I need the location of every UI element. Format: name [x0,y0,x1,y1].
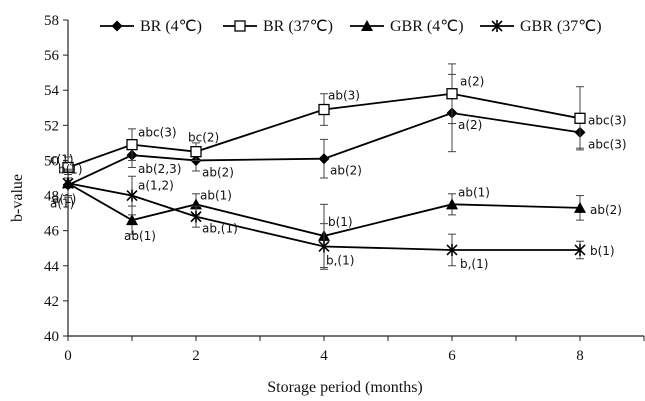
x-tick-label: 4 [320,348,328,364]
data-label: abc(3) [588,113,627,127]
data-label: ab(2,3) [138,162,181,176]
legend-marker [234,20,246,32]
data-label: c(1) [50,152,74,166]
data-point [62,177,74,190]
data-point [190,146,202,158]
legend-item-3: GBR (37℃) [480,18,602,35]
data-label: b(1) [590,244,615,258]
x-tick-label: 2 [192,348,200,364]
series-line [67,92,581,169]
data-label: abc(3) [138,126,177,140]
legend-item-0: BR (4℃) [100,18,202,35]
data-label: a(1,2) [138,179,174,193]
data-point [126,189,138,202]
data-point [574,243,586,256]
data-label: ab(3) [328,89,360,103]
series-3: b(1) a(1,2) ab,(1) b,(1) b,(1) b(1) [58,162,615,271]
y-tick-label: 44 [44,259,60,275]
data-label: ab(1) [200,188,232,202]
data-point [126,214,138,226]
y-tick-label: 46 [44,224,60,240]
legend-label: GBR (37℃) [520,18,602,35]
series-1: c(1) abc(3) bc(2) ab(3) a(2) abc(3) [50,63,627,179]
series-line [67,182,581,237]
legend: BR (4℃) BR (37℃) GBR (4℃) GBR (37℃) [100,18,602,35]
data-label: b(1) [58,162,83,176]
data-label: a(1) [50,196,74,210]
data-point [574,201,586,213]
data-label: ab(1) [124,229,156,243]
data-label: a(2) [460,75,484,89]
legend-label: BR (4℃) [140,18,202,35]
legend-item-2: GBR (4℃) [350,18,464,35]
data-label: ab,(1) [202,222,238,236]
y-tick-label: 40 [44,329,59,345]
data-label: b(1) [328,215,353,229]
legend-item-1: BR (37℃) [223,18,333,35]
data-point [318,240,330,253]
y-tick-label: 58 [44,13,59,29]
data-label: ab(2) [330,164,362,178]
legend-marker [111,20,123,32]
data-label: ab(2) [590,203,622,217]
data-label: abc(3) [588,137,627,151]
data-label: ab(1) [458,185,490,199]
data-point [446,88,458,100]
y-axis-title: b-value [9,174,26,222]
y-tick-label: 50 [44,153,59,169]
data-label: b,(1) [326,253,354,267]
series-line [67,182,580,251]
legend-marker [361,20,373,31]
data-label: b,(1) [460,257,488,271]
legend-label: BR (37℃) [263,18,333,35]
plot-area: a(1) ab(2,3) ab(2) ab(2) a(2) abc(3) c(1) abc(3… [50,63,627,271]
x-tick-label: 0 [64,348,72,364]
data-point [574,112,586,124]
y-tick-label: 56 [44,48,60,64]
series-2: a(1) ab(1) ab(1) b(1) ab(1) ab(2) [50,168,622,269]
legend-label: GBR (4℃) [390,18,464,35]
data-label: a(2) [458,118,482,132]
data-point [446,243,458,256]
series-0: a(1)ab(2,3) ab(2) ab(2)a(2)abc(3) [52,73,627,206]
data-label: bc(2) [188,131,219,145]
data-point [318,153,330,165]
x-tick-label: 8 [576,348,584,364]
y-tick-label: 52 [44,118,59,134]
legend-marker [491,20,503,32]
x-tick-label: 6 [448,348,456,364]
data-point [446,198,458,210]
y-tick-label: 42 [44,294,59,310]
data-point [318,103,330,116]
data-point [126,138,138,151]
y-tick-label: 54 [44,83,60,99]
x-axis-title: Storage period (months) [267,379,423,396]
data-point [190,210,202,223]
y-tick-label: 48 [44,189,59,205]
data-label: ab(2) [202,165,234,179]
series-line [67,112,581,186]
